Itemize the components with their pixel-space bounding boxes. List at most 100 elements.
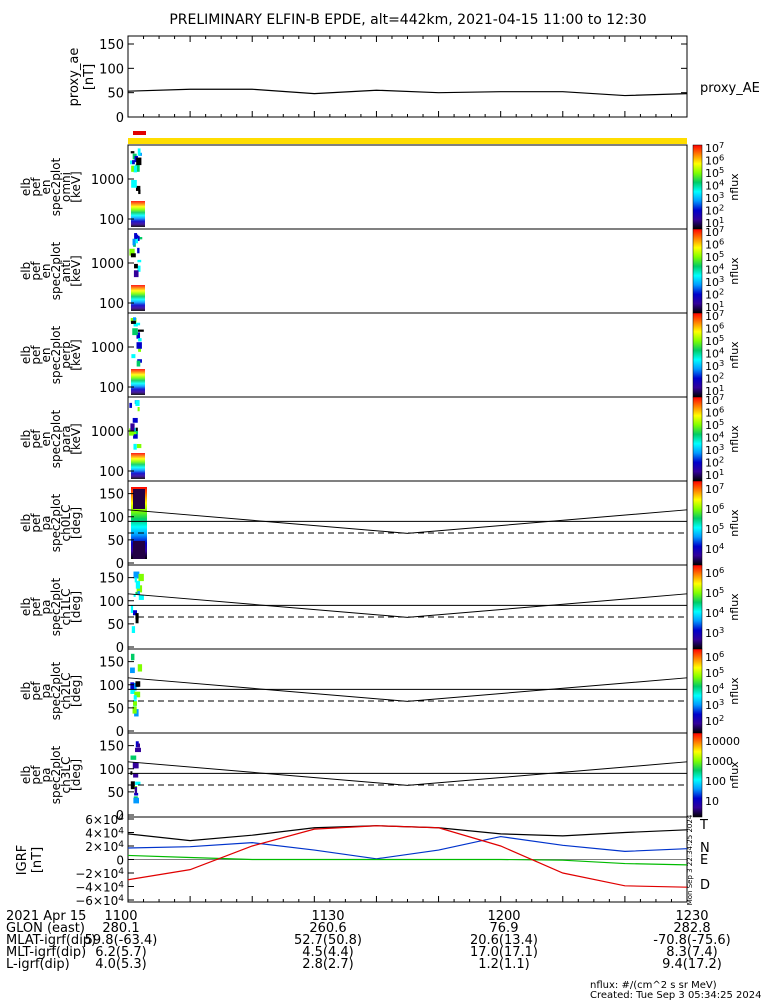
- spectrogram-pixel: [134, 691, 141, 698]
- footer-value: 20.6(13.4): [470, 933, 538, 948]
- pa-ylabel-line: elb: [19, 598, 33, 616]
- ae-ylabel-line: proxy_ae: [67, 48, 82, 107]
- spectrogram-pixel: [132, 317, 137, 321]
- energy-ylabel-line: en: [39, 264, 53, 279]
- pa-ylabel-line: elb: [19, 682, 33, 700]
- status-yellow-bar: [128, 138, 687, 144]
- ae-ytick-label: 150: [99, 38, 124, 53]
- footer-note-units: nflux: #/(cm^2 s sr MeV): [590, 980, 717, 991]
- pa-spectrogram-noise: [130, 741, 141, 804]
- spectrogram-pixel: [137, 743, 141, 748]
- energy-spectrogram-noise: [129, 400, 142, 450]
- spectrogram-pixel: [130, 423, 135, 432]
- footer-row-label: GLON (east): [6, 921, 85, 936]
- ae-panel-frame: [127, 35, 688, 118]
- energy-colorbar-tick: 101: [705, 383, 724, 398]
- footer-value: 2.8(2.7): [302, 957, 354, 972]
- energy-colorbar-tick: 103: [705, 442, 724, 457]
- footer-value: 8.3(7.4): [666, 945, 718, 960]
- ae-ylabel: proxy_ae [nT]: [67, 48, 97, 107]
- pa-panel-frame: [127, 480, 688, 566]
- energy-colorbar-tick: 102: [705, 371, 724, 386]
- energy-ylabel-line: en: [39, 348, 53, 363]
- spectrogram-pixel: [136, 342, 142, 349]
- spectrogram-pixel: [134, 238, 138, 244]
- pa-colorbar-tick: 106: [705, 501, 724, 516]
- spectrogram-pixel: [135, 781, 141, 785]
- pa-ylabel-line: spec2plot: [49, 745, 63, 804]
- spectrogram-pixel: [130, 320, 136, 324]
- spectrogram-pixel: [131, 626, 136, 633]
- spectrogram-pixel: [138, 595, 144, 600]
- spectrogram-pixel: [131, 165, 134, 172]
- energy-ylabel-line: spec2plot: [49, 241, 63, 300]
- igrf-ytick-label: 6×104: [85, 813, 124, 827]
- energy-colorbar: [692, 396, 703, 482]
- footer-value: 52.7(50.8): [294, 933, 362, 948]
- footer-value: 6.2(5.7): [95, 945, 147, 960]
- pa-ylabel-line: pef: [29, 681, 43, 701]
- energy-colorbar-tick: 104: [705, 346, 724, 361]
- pa-spectrogram-noise: [130, 653, 143, 717]
- ae-series-line: [127, 88, 688, 97]
- energy-ylabel-line: elb: [19, 430, 33, 448]
- spectrogram-pixel: [135, 591, 139, 595]
- spectrogram-pixel: [135, 741, 139, 748]
- energy-ytick-label: 100: [99, 465, 124, 480]
- pa-ylabel-line: [deg]: [69, 507, 83, 539]
- pa-ytick-label: 100: [99, 763, 124, 778]
- energy-spectrogram-noise: [129, 233, 143, 278]
- spectrogram-pixel: [138, 189, 141, 195]
- pa-ylabel-line: spec2plot: [49, 493, 63, 552]
- spectrogram-pixel: [136, 157, 142, 166]
- spectrogram-pixel: [135, 747, 141, 753]
- spectrogram-pixel: [129, 248, 135, 256]
- energy-colorbar-tick: 103: [705, 190, 724, 205]
- energy-colorbar-tick: 107: [705, 392, 724, 407]
- pa-colorbar-label: nflux: [728, 509, 741, 537]
- pa-colorbar-tick: 106: [705, 649, 724, 664]
- pa-colorbar-tick: 104: [705, 541, 724, 556]
- energy-ylabel-line: en: [39, 432, 53, 447]
- pa-ylabel-line: elb: [19, 766, 33, 784]
- energy-colorbar-label: nflux: [728, 341, 741, 369]
- energy-spectrogram-band: [131, 285, 145, 311]
- pa-ylabel-line: pef: [29, 513, 43, 533]
- pa-colorbar-tick: 10: [705, 795, 719, 808]
- energy-colorbar-tick: 105: [705, 417, 724, 432]
- energy-ylabel-line: anti: [59, 260, 73, 283]
- pa-ylabel-line: pef: [29, 765, 43, 785]
- spectrogram-pixel: [134, 263, 138, 269]
- footer-time: 1230: [675, 909, 708, 924]
- energy-colorbar-tick: 103: [705, 274, 724, 289]
- energy-colorbar-tick: 102: [705, 203, 724, 218]
- pa-spectrogram-dark: [133, 541, 145, 559]
- spectrogram-pixel: [137, 406, 140, 412]
- footer-value: 4.5(4.4): [302, 945, 354, 960]
- energy-spectrogram-noise: [130, 317, 144, 367]
- spectrogram-pixel: [135, 613, 139, 620]
- footer-time: 1100: [104, 909, 137, 924]
- spectrogram-pixel: [137, 591, 140, 595]
- ae-ylabel-unit: [nT]: [82, 64, 97, 90]
- energy-ytick-label: 1000: [91, 257, 124, 272]
- energy-colorbar-tick: 105: [705, 333, 724, 348]
- energy-colorbar-tick: 105: [705, 249, 724, 264]
- pa-panel-frame: [127, 732, 688, 818]
- footer-value: 17.0(17.1): [470, 945, 538, 960]
- footer-row-label: L-igrf(dip): [6, 957, 70, 972]
- energy-ytick-label: 100: [99, 381, 124, 396]
- energy-colorbar-tick: 107: [705, 140, 724, 155]
- energy-colorbar-tick: 101: [705, 299, 724, 314]
- pa-ytick-label: 150: [99, 488, 124, 503]
- spectrogram-pixel: [132, 762, 139, 769]
- spectrogram-pixel: [138, 346, 142, 352]
- energy-colorbar-tick: 107: [705, 308, 724, 323]
- pa-colorbar-label: nflux: [728, 677, 741, 705]
- pa-ytick-label: 150: [99, 572, 124, 587]
- pa-loss-cone-line: [127, 761, 688, 786]
- igrf-ytick-label: −4×104: [75, 881, 124, 895]
- pa-ytick-label: 100: [99, 595, 124, 610]
